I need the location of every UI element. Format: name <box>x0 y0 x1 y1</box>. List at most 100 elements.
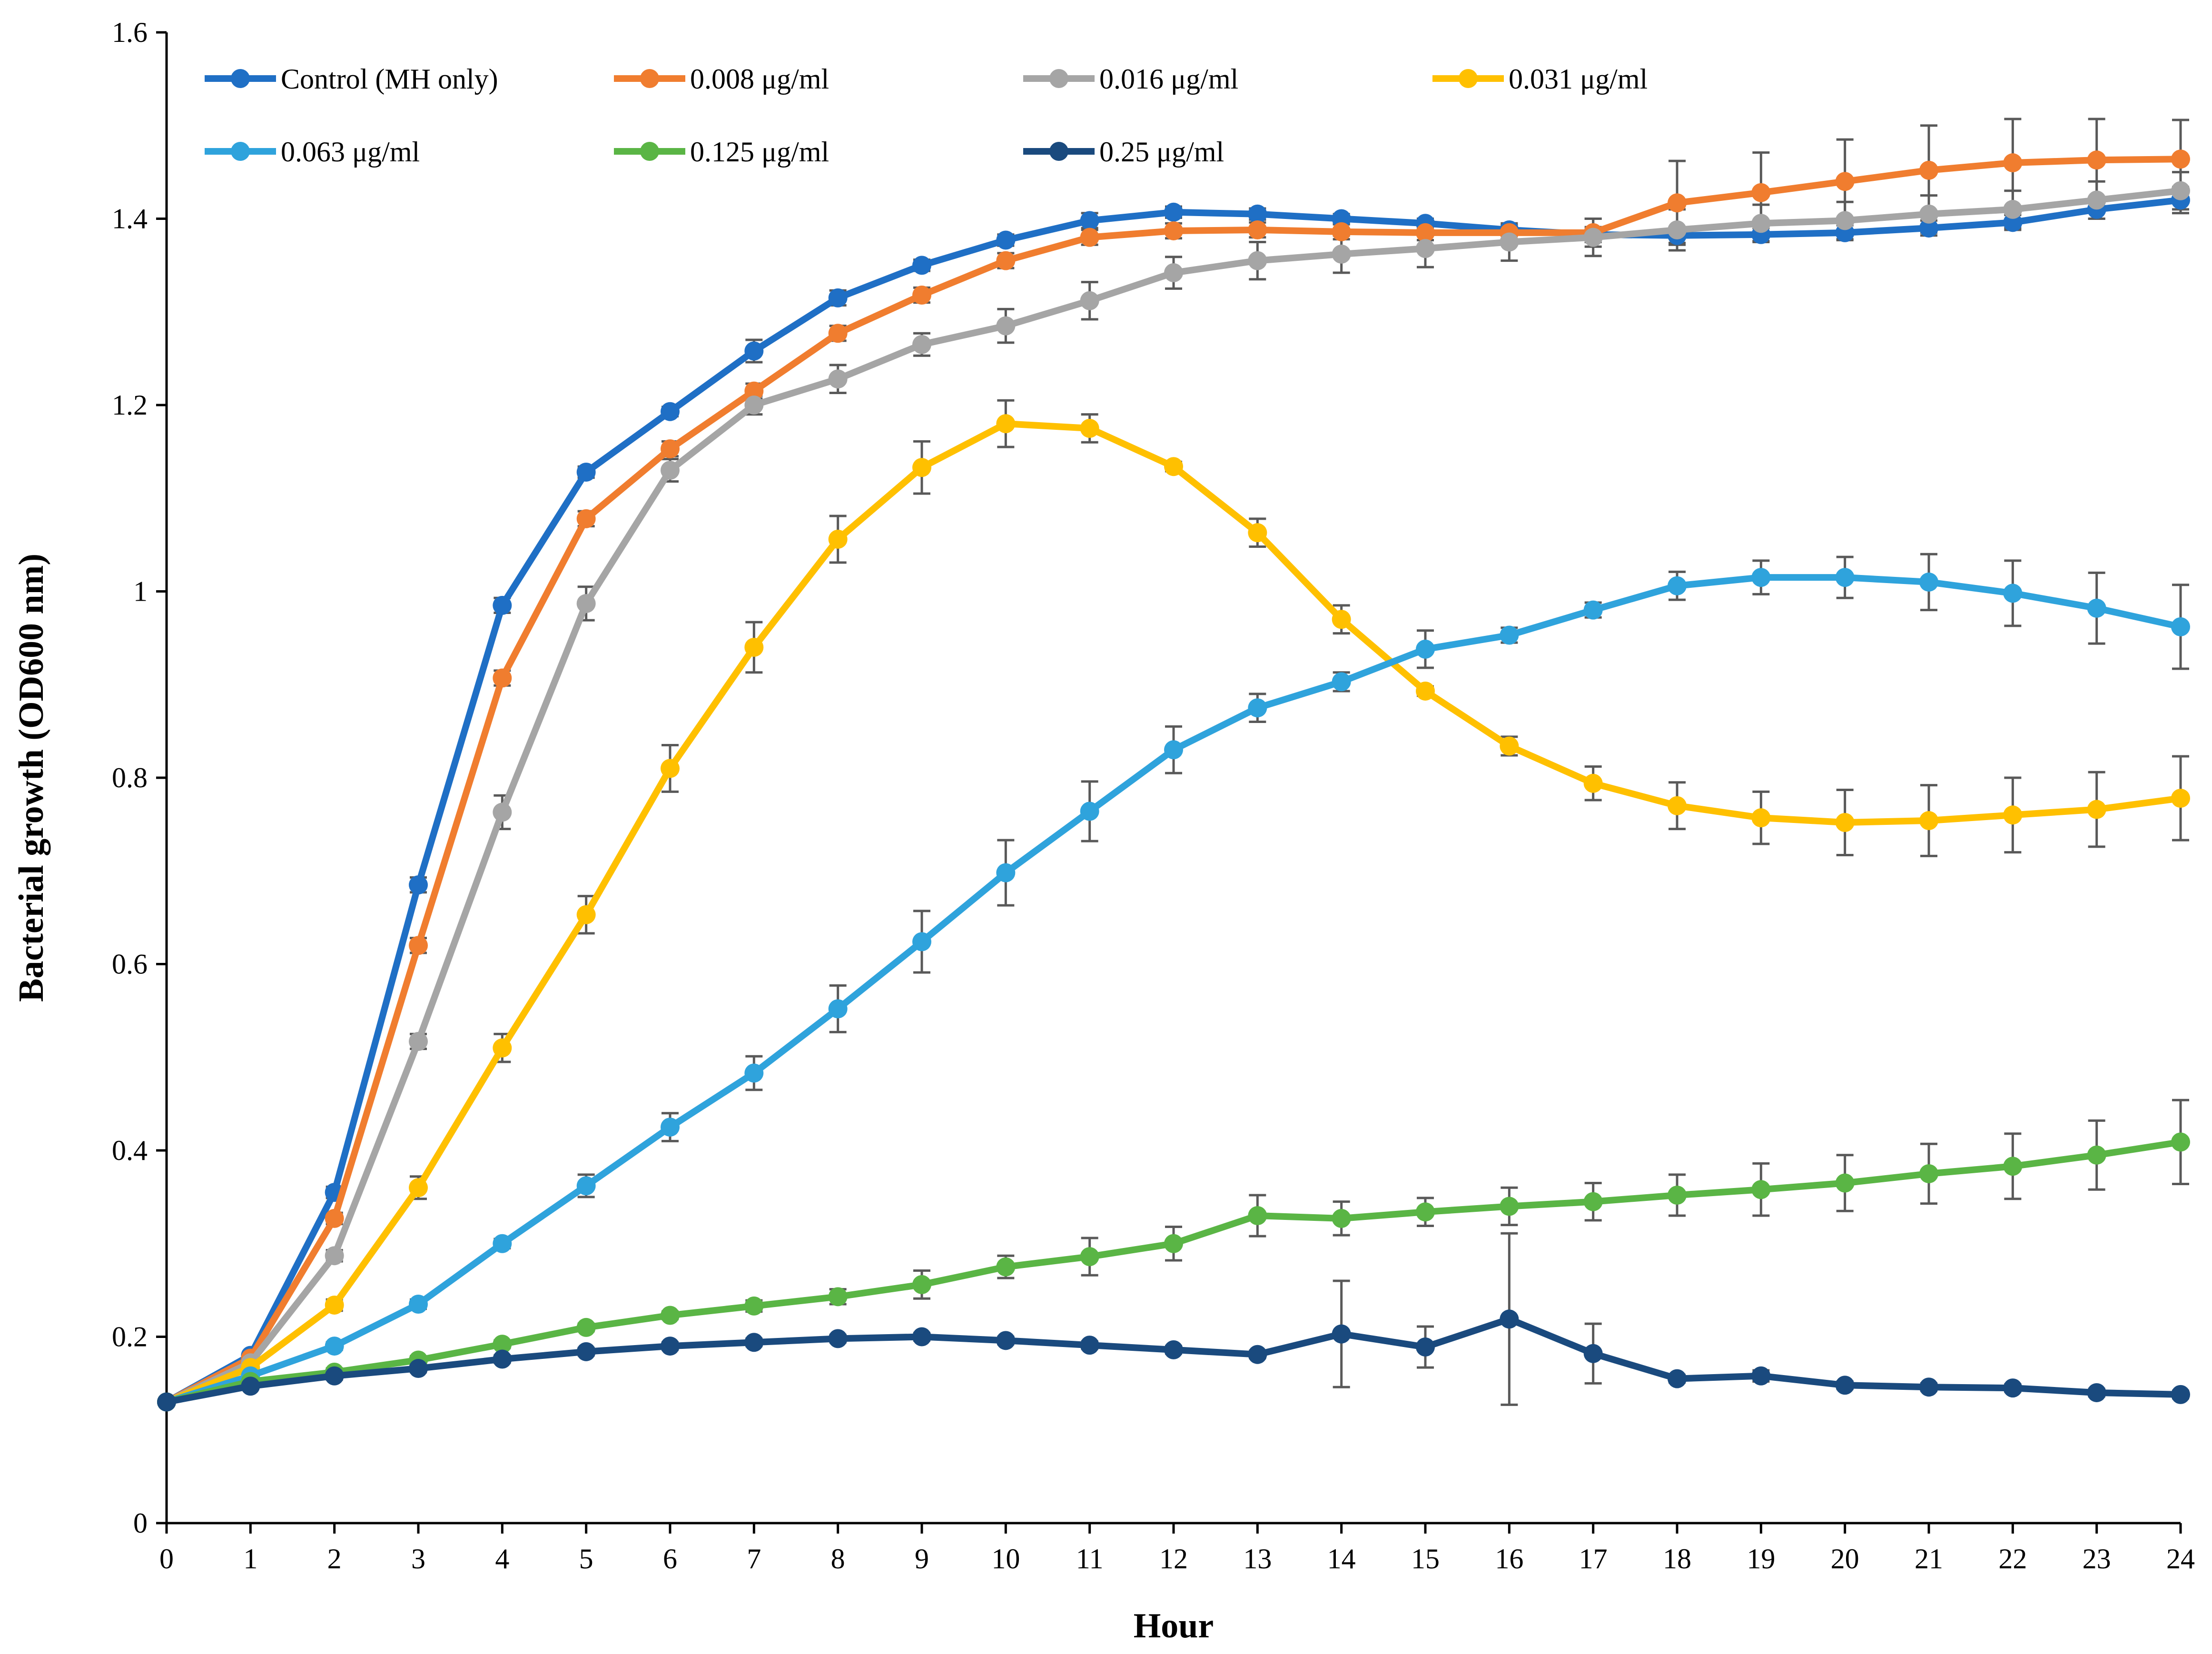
data-point <box>2003 199 2023 219</box>
data-point <box>661 402 680 421</box>
x-tick-label: 22 <box>1998 1543 2027 1575</box>
data-point <box>1080 1336 1099 1355</box>
data-point <box>325 1295 344 1315</box>
data-point <box>1835 812 1855 832</box>
x-tick-label: 12 <box>1159 1543 1188 1575</box>
data-point <box>828 324 848 343</box>
data-point <box>996 230 1016 250</box>
data-point <box>1919 572 1938 592</box>
data-point <box>1164 457 1183 476</box>
y-tick-label: 0.8 <box>112 762 148 793</box>
legend-swatch-marker <box>1459 69 1478 88</box>
data-point <box>661 461 680 480</box>
data-point <box>1668 193 1687 213</box>
data-point <box>1332 244 1351 264</box>
data-point <box>241 1377 260 1396</box>
data-point <box>1248 251 1267 270</box>
x-tick-label: 17 <box>1579 1543 1608 1575</box>
data-point <box>996 1331 1016 1350</box>
data-point <box>1416 681 1435 701</box>
data-point <box>828 288 848 307</box>
data-point <box>493 595 512 615</box>
series-line <box>166 1316 2181 1406</box>
data-point <box>912 932 931 951</box>
data-point <box>1248 698 1267 718</box>
series-line <box>165 574 2182 1406</box>
data-point <box>1500 1197 1519 1216</box>
data-point <box>2171 617 2190 636</box>
x-tick-label: 3 <box>411 1543 425 1575</box>
data-point <box>493 802 512 822</box>
data-point <box>2171 789 2190 808</box>
legend-item: 0.031 μg/ml <box>1432 63 1648 95</box>
data-point <box>2171 149 2190 169</box>
data-point <box>828 1287 848 1307</box>
data-point <box>493 1349 512 1369</box>
x-tick-label: 23 <box>2083 1543 2111 1575</box>
data-point <box>661 439 680 459</box>
data-point <box>1248 220 1267 239</box>
data-point <box>661 1118 680 1137</box>
data-point <box>996 1257 1016 1277</box>
legend-item: Control (MH only) <box>205 63 498 95</box>
data-point <box>1332 610 1351 629</box>
data-point <box>1080 228 1099 247</box>
legend-item: 0.063 μg/ml <box>205 136 420 168</box>
legend-item: 0.125 μg/ml <box>614 136 829 168</box>
y-tick-label: 0.4 <box>112 1135 148 1166</box>
data-point <box>2003 153 2023 173</box>
series-layer <box>157 149 2190 1412</box>
data-point <box>576 594 596 613</box>
data-point <box>1164 1234 1183 1253</box>
data-point <box>996 316 1016 336</box>
legend-swatch-marker <box>1049 69 1068 88</box>
data-point <box>744 1296 764 1316</box>
x-tick-label: 8 <box>831 1543 845 1575</box>
data-point <box>744 381 764 401</box>
legend-label: 0.063 μg/ml <box>281 136 420 168</box>
legend-item: 0.25 μg/ml <box>1023 136 1224 168</box>
data-point <box>2087 800 2106 819</box>
legend-item: 0.008 μg/ml <box>614 63 829 95</box>
series-7 <box>157 1309 2190 1412</box>
data-point <box>325 1246 344 1266</box>
x-tick-label: 24 <box>2166 1543 2195 1575</box>
data-point <box>1416 223 1435 242</box>
data-point <box>1416 1202 1435 1222</box>
legend-label: 0.008 μg/ml <box>690 63 829 95</box>
x-tick-label: 13 <box>1243 1543 1272 1575</box>
y-tick-label: 1.2 <box>112 389 148 421</box>
data-point <box>1332 672 1351 692</box>
y-axis-ticks: 0 0.2 0.4 0.6 0.8 1 1.2 1.4 1.6 <box>112 17 167 1539</box>
data-point <box>1919 811 1938 831</box>
data-point <box>744 1333 764 1352</box>
data-point <box>912 1327 931 1347</box>
data-point <box>1164 263 1183 283</box>
data-point <box>493 1335 512 1354</box>
data-point <box>1248 204 1267 224</box>
data-point <box>828 529 848 549</box>
data-point <box>409 1359 428 1378</box>
data-point <box>2003 1157 2023 1176</box>
data-point <box>409 1178 428 1198</box>
data-point <box>828 369 848 389</box>
x-tick-label: 16 <box>1495 1543 1523 1575</box>
data-point <box>996 251 1016 270</box>
data-point <box>576 905 596 924</box>
data-point <box>1835 172 1855 191</box>
x-axis-title: Hour <box>1134 1606 1214 1645</box>
data-point <box>576 1317 596 1337</box>
data-point <box>2087 1145 2106 1165</box>
x-tick-label: 18 <box>1663 1543 1691 1575</box>
data-point <box>1919 204 1938 224</box>
data-point <box>409 875 428 895</box>
data-point <box>1668 576 1687 595</box>
data-point <box>1668 796 1687 815</box>
data-point <box>1080 418 1099 438</box>
y-tick-label: 1 <box>133 576 148 607</box>
data-point <box>1248 1345 1267 1364</box>
x-tick-label: 20 <box>1831 1543 1859 1575</box>
data-point <box>325 1208 344 1228</box>
x-axis-ticks: 0 1 2 3 4 5 6 7 8 9 10 11 12 13 14 15 16 17 18 19 20 21 22 23 24 <box>159 1523 2195 1575</box>
y-tick-label: 1.4 <box>112 203 148 235</box>
